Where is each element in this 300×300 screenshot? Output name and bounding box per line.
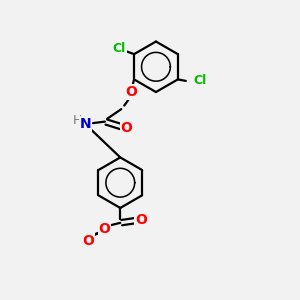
Text: N: N xyxy=(80,117,92,131)
Text: O: O xyxy=(81,232,93,247)
Text: O: O xyxy=(135,213,147,227)
Text: Cl: Cl xyxy=(112,42,126,55)
Text: O: O xyxy=(82,234,94,248)
Text: O: O xyxy=(121,122,133,136)
Text: O: O xyxy=(126,85,138,99)
Text: H: H xyxy=(72,114,82,127)
Text: O: O xyxy=(98,222,110,236)
Text: Cl: Cl xyxy=(194,74,207,87)
